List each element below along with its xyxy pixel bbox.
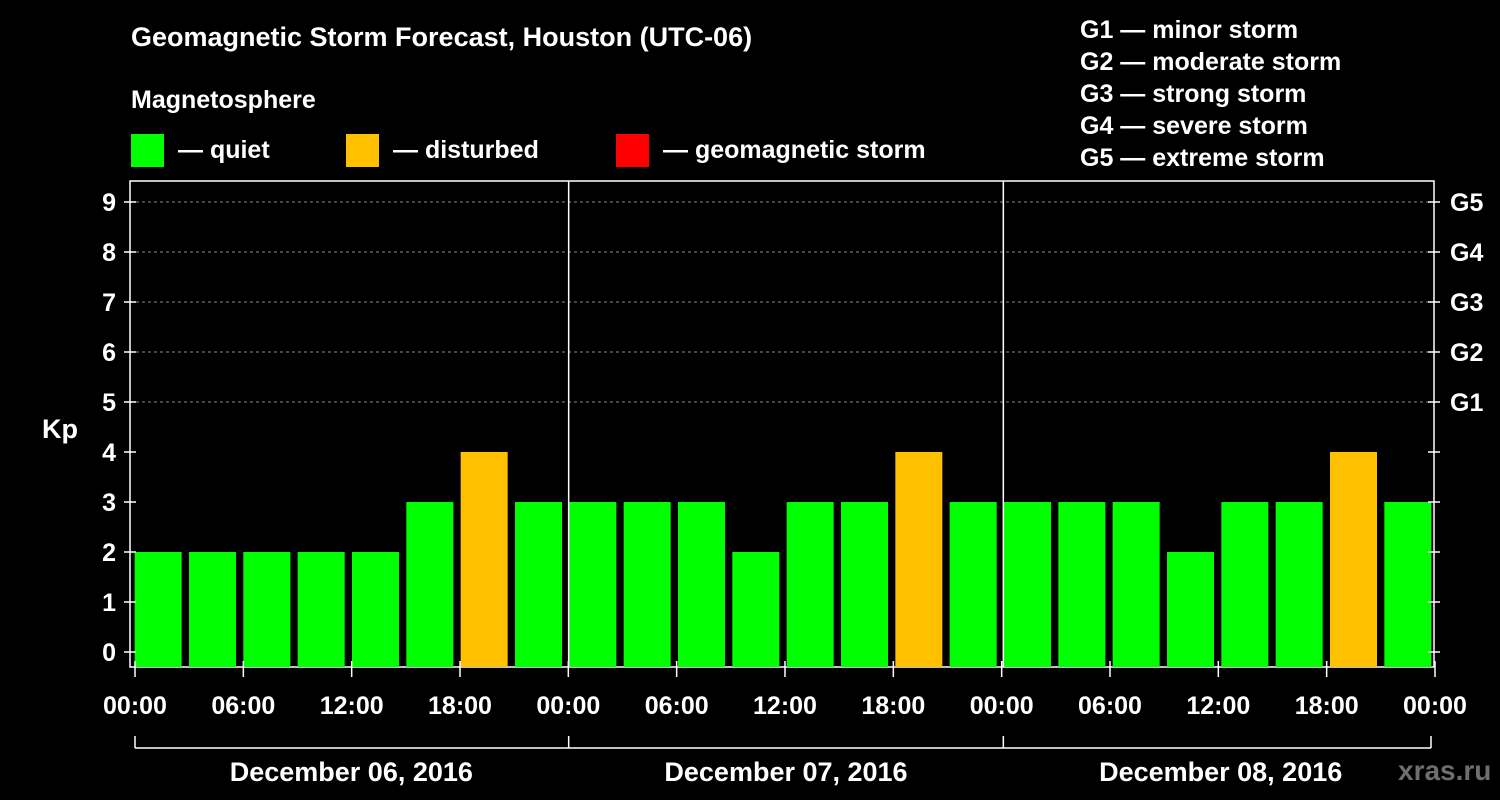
y-axis-label: Kp bbox=[42, 414, 78, 444]
kp-bar-8 bbox=[569, 502, 617, 667]
legend-label-storm: — geomagnetic storm bbox=[663, 135, 926, 164]
legend-label-disturbed: — disturbed bbox=[393, 135, 539, 164]
y-tick-label-0: 0 bbox=[102, 639, 116, 667]
x-tick-label-1: 06:00 bbox=[211, 692, 275, 720]
legend-swatch-quiet bbox=[131, 133, 164, 167]
kp-bar-9 bbox=[623, 502, 671, 667]
legend-swatch-storm bbox=[616, 133, 649, 167]
y-tick-label-2: 2 bbox=[102, 539, 116, 567]
kp-bar-16 bbox=[1004, 502, 1051, 667]
storm-scale-g4: G4 — severe storm bbox=[1080, 112, 1308, 140]
x-tick-label-12: 00:00 bbox=[1403, 692, 1467, 720]
right-tick-label-g3: G3 bbox=[1450, 289, 1483, 317]
kp-bar-5 bbox=[406, 502, 454, 667]
kp-bar-10 bbox=[678, 502, 725, 667]
kp-bar-21 bbox=[1275, 502, 1323, 667]
y-tick-label-5: 5 bbox=[102, 389, 116, 417]
day-label-0: December 06, 2016 bbox=[230, 757, 473, 787]
kp-bar-18 bbox=[1112, 502, 1160, 667]
kp-bar-19 bbox=[1167, 552, 1214, 667]
legend-label-quiet: — quiet bbox=[178, 135, 270, 164]
kp-bar-17 bbox=[1058, 502, 1106, 667]
x-tick-label-9: 06:00 bbox=[1078, 692, 1142, 720]
right-tick-label-g2: G2 bbox=[1450, 339, 1483, 367]
x-tick-label-6: 12:00 bbox=[753, 692, 817, 720]
kp-bar-11 bbox=[732, 552, 780, 667]
y-tick-label-4: 4 bbox=[102, 439, 116, 467]
kp-bar-20 bbox=[1221, 502, 1269, 667]
storm-scale-legend: G1 — minor storm G2 — moderate storm G3 … bbox=[1080, 14, 1341, 174]
legend-item-disturbed: — disturbed bbox=[346, 133, 539, 167]
x-tick-label-7: 18:00 bbox=[861, 692, 925, 720]
kp-bar-22 bbox=[1330, 452, 1377, 667]
kp-bar-14 bbox=[895, 452, 943, 667]
legend-item-quiet: — quiet bbox=[131, 133, 270, 167]
y-tick-label-3: 3 bbox=[102, 489, 116, 517]
x-tick-label-2: 12:00 bbox=[320, 692, 384, 720]
kp-bar-6 bbox=[460, 452, 508, 667]
kp-bar-4 bbox=[352, 552, 399, 667]
y-tick-label-6: 6 bbox=[102, 339, 116, 367]
kp-bar-3 bbox=[297, 552, 345, 667]
kp-bar-7 bbox=[515, 502, 562, 667]
kp-bar-2 bbox=[243, 552, 291, 667]
legend-swatch-disturbed bbox=[346, 133, 379, 167]
storm-scale-g1: G1 — minor storm bbox=[1080, 16, 1299, 44]
y-tick-label-7: 7 bbox=[102, 289, 116, 317]
x-tick-label-5: 06:00 bbox=[645, 692, 709, 720]
y-tick-label-1: 1 bbox=[102, 589, 116, 617]
plot-frame bbox=[129, 180, 1435, 668]
storm-scale-g3: G3 — strong storm bbox=[1080, 80, 1307, 108]
day-label-2: December 08, 2016 bbox=[1099, 757, 1342, 787]
right-tick-label-g5: G5 bbox=[1450, 189, 1483, 217]
chart-title: Geomagnetic Storm Forecast, Houston (UTC… bbox=[131, 22, 753, 52]
y-tick-label-9: 9 bbox=[102, 189, 116, 217]
x-tick-label-3: 18:00 bbox=[428, 692, 492, 720]
day-label-1: December 07, 2016 bbox=[664, 757, 907, 787]
site-credit: xras.ru bbox=[1398, 755, 1492, 786]
right-tick-label-g1: G1 bbox=[1450, 389, 1483, 417]
kp-bar-12 bbox=[786, 502, 834, 667]
x-tick-label-0: 00:00 bbox=[103, 692, 167, 720]
kp-bar-23 bbox=[1384, 502, 1432, 667]
legend-item-storm: — geomagnetic storm bbox=[616, 133, 926, 167]
right-tick-label-g4: G4 bbox=[1450, 239, 1483, 267]
y-tick-label-8: 8 bbox=[102, 239, 116, 267]
chart-subtitle: Magnetosphere bbox=[131, 86, 316, 114]
x-tick-label-11: 18:00 bbox=[1295, 692, 1359, 720]
kp-bar-15 bbox=[949, 502, 997, 667]
storm-scale-g5: G5 — extreme storm bbox=[1080, 144, 1325, 172]
x-tick-label-4: 00:00 bbox=[536, 692, 600, 720]
x-tick-label-8: 00:00 bbox=[970, 692, 1034, 720]
x-tick-label-10: 12:00 bbox=[1186, 692, 1250, 720]
kp-bar-0 bbox=[134, 552, 182, 667]
kp-bar-1 bbox=[189, 552, 236, 667]
kp-bar-13 bbox=[841, 502, 888, 667]
storm-scale-g2: G2 — moderate storm bbox=[1080, 48, 1342, 76]
